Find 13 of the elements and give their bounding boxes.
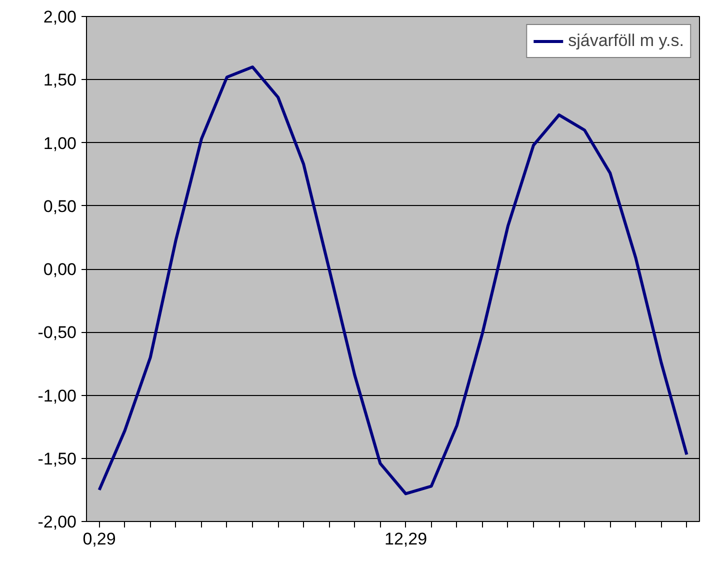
y-tick-label: 1,00 [43, 134, 77, 153]
y-tick-label: 1,50 [43, 70, 77, 90]
legend-label: sjávarföll m y.s. [568, 31, 684, 51]
y-tick-label: -0,50 [38, 323, 76, 342]
y-tick-label: 0,00 [43, 260, 77, 279]
y-tick-label: 0,50 [43, 196, 77, 216]
line-series [98, 66, 688, 496]
y-tick-label: -2,00 [38, 512, 76, 532]
y-tick-label: -1,00 [38, 386, 76, 406]
y-tick-label: -1,50 [38, 449, 76, 468]
y-tick-label: 2,00 [43, 8, 77, 26]
x-tick-label: 12,29 [384, 530, 428, 548]
x-tick-label: 0,29 [82, 530, 116, 548]
